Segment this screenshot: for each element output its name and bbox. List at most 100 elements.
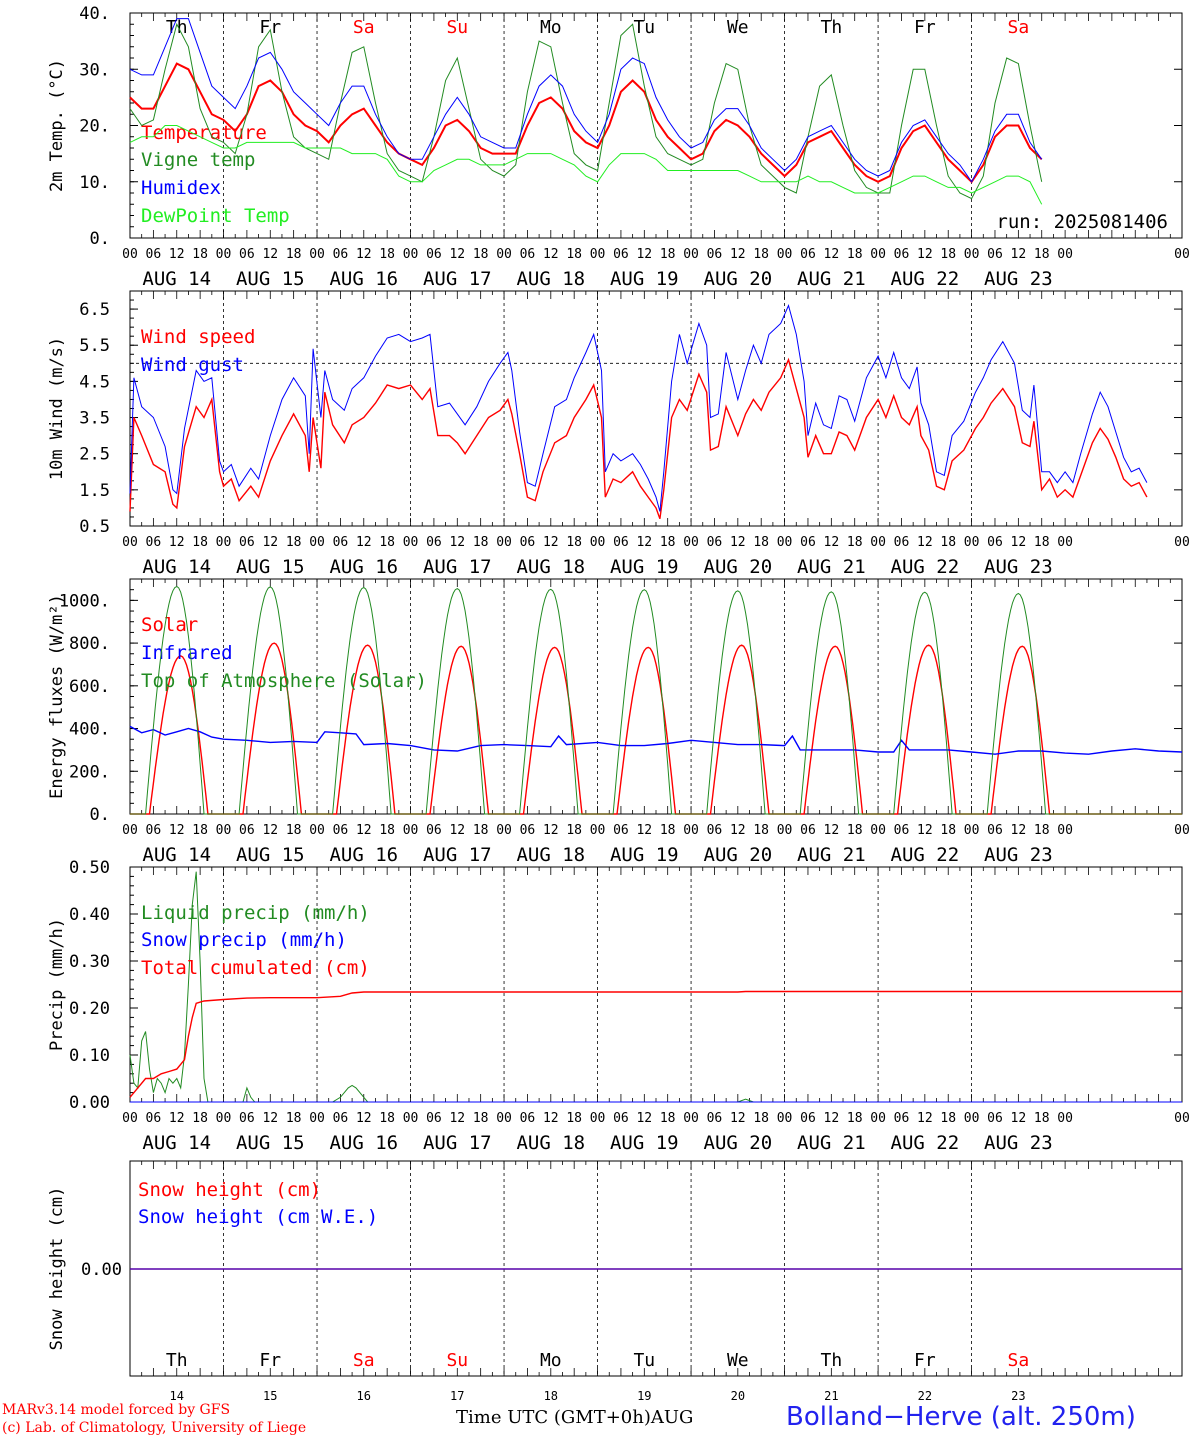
precip-hour-label: 18 bbox=[286, 1111, 302, 1126]
wind-hour-label: 18 bbox=[940, 535, 956, 550]
wind-date-label: AUG 20 bbox=[704, 556, 773, 578]
temp-series-line bbox=[129, 22, 1043, 200]
precip-hour-label: 00 bbox=[403, 1111, 419, 1126]
energy-legend-label: Infrared bbox=[141, 642, 233, 664]
energy-date-label: AUG 18 bbox=[516, 844, 585, 866]
wind-hour-label: 00 bbox=[1057, 535, 1073, 550]
temp-weekday-label: We bbox=[727, 17, 749, 38]
temp-hour-label: 00 bbox=[590, 247, 606, 262]
wind-date-label: AUG 19 bbox=[610, 556, 679, 578]
energy-hour-label: 06 bbox=[894, 823, 910, 838]
energy-hour-label: 06 bbox=[426, 823, 442, 838]
wind-legend-label: Wind speed bbox=[141, 326, 255, 348]
energy-date-label: AUG 16 bbox=[329, 844, 398, 866]
wind-hour-label: 06 bbox=[894, 535, 910, 550]
snow-weekday-label: Th bbox=[820, 1350, 842, 1371]
precip-legend-label: Total cumulated (cm) bbox=[141, 957, 370, 979]
precip-date-label: AUG 21 bbox=[797, 1132, 866, 1154]
temp-y-tick-label: 40. bbox=[79, 4, 110, 24]
temp-hour-label: 00 bbox=[683, 247, 699, 262]
precip-date-label: AUG 18 bbox=[516, 1132, 585, 1154]
precip-legend-label: Liquid precip (mm/h) bbox=[141, 902, 370, 924]
snow-day-number: 15 bbox=[263, 1389, 277, 1400]
temp-hour-label: 00 bbox=[777, 247, 793, 262]
snow-weekday-label: Th bbox=[166, 1350, 188, 1371]
snow-day-number: 16 bbox=[357, 1389, 371, 1400]
wind-hour-label: 06 bbox=[426, 535, 442, 550]
temp-hour-label: 12 bbox=[356, 247, 372, 262]
energy-hour-label: 06 bbox=[613, 823, 629, 838]
snow-day-number: 22 bbox=[918, 1389, 932, 1400]
precip-hour-label: 00 bbox=[964, 1111, 980, 1126]
temp-y-tick-label: 30. bbox=[79, 60, 110, 80]
run-label: run: 2025081406 bbox=[996, 211, 1168, 233]
wind-y-tick-label: 2.5 bbox=[79, 445, 110, 465]
energy-hour-label: 12 bbox=[543, 823, 559, 838]
energy-hour-label: 18 bbox=[286, 823, 302, 838]
energy-date-label: AUG 20 bbox=[704, 844, 773, 866]
precip-date-label: AUG 17 bbox=[423, 1132, 492, 1154]
snow-y-axis-label: Snow height (cm) bbox=[47, 1187, 67, 1351]
snow-weekday-label: We bbox=[727, 1350, 749, 1371]
wind-hour-label: 06 bbox=[707, 535, 723, 550]
snow-weekday-label: Mo bbox=[540, 1350, 562, 1371]
wind-hour-label: 18 bbox=[660, 535, 676, 550]
precip-hour-label: 12 bbox=[636, 1111, 652, 1126]
temp-hour-label: 18 bbox=[940, 247, 956, 262]
precip-hour-label: 06 bbox=[987, 1111, 1003, 1126]
temp-hour-label: 12 bbox=[917, 247, 933, 262]
wind-hour-label: 00 bbox=[683, 535, 699, 550]
temp-hour-label: 06 bbox=[800, 247, 816, 262]
wind-date-label: AUG 16 bbox=[329, 556, 398, 578]
snow-day-number: 19 bbox=[637, 1389, 651, 1400]
precip-date-label: AUG 19 bbox=[610, 1132, 679, 1154]
snow-day-number: 14 bbox=[170, 1389, 184, 1400]
energy-date-label: AUG 15 bbox=[236, 844, 305, 866]
precip-hour-label: 18 bbox=[192, 1111, 208, 1126]
temp-weekday-label: Fr bbox=[914, 17, 936, 38]
energy-hour-label: 00 bbox=[309, 823, 325, 838]
wind-hour-label: 12 bbox=[1011, 535, 1027, 550]
temp-hour-label: 12 bbox=[730, 247, 746, 262]
temp-weekday-label: Th bbox=[820, 17, 842, 38]
temp-hour-label: 18 bbox=[379, 247, 395, 262]
wind-hour-label: 12 bbox=[356, 535, 372, 550]
energy-hour-label: 18 bbox=[566, 823, 582, 838]
wind-hour-label: 18 bbox=[566, 535, 582, 550]
precip-hour-label: 06 bbox=[333, 1111, 349, 1126]
precip-hour-label: 18 bbox=[660, 1111, 676, 1126]
energy-hour-label: 06 bbox=[333, 823, 349, 838]
precip-hour-label: 12 bbox=[169, 1111, 185, 1126]
energy-hour-label: 06 bbox=[520, 823, 536, 838]
temp-date-label: AUG 21 bbox=[797, 268, 866, 290]
energy-hour-label: 18 bbox=[473, 823, 489, 838]
wind-hour-label: 12 bbox=[449, 535, 465, 550]
temp-hour-label: 06 bbox=[520, 247, 536, 262]
precip-y-tick-label: 0.50 bbox=[69, 858, 110, 878]
energy-hour-label: 00 bbox=[1174, 823, 1190, 838]
wind-hour-label: 00 bbox=[309, 535, 325, 550]
wind-date-label: AUG 15 bbox=[236, 556, 305, 578]
precip-hour-label: 00 bbox=[683, 1111, 699, 1126]
temp-date-label: AUG 14 bbox=[142, 268, 211, 290]
precip-hour-label: 00 bbox=[870, 1111, 886, 1126]
precip-hour-label: 06 bbox=[613, 1111, 629, 1126]
temp-hour-label: 12 bbox=[169, 247, 185, 262]
wind-hour-label: 06 bbox=[800, 535, 816, 550]
energy-y-tick-label: 600. bbox=[69, 677, 110, 697]
temp-hour-label: 06 bbox=[707, 247, 723, 262]
precip-hour-label: 06 bbox=[146, 1111, 162, 1126]
precip-hour-label: 00 bbox=[1057, 1111, 1073, 1126]
temp-hour-label: 00 bbox=[309, 247, 325, 262]
temp-hour-label: 00 bbox=[403, 247, 419, 262]
temp-hour-label: 06 bbox=[333, 247, 349, 262]
wind-y-tick-label: 1.5 bbox=[79, 481, 110, 501]
precip-hour-label: 18 bbox=[940, 1111, 956, 1126]
snow-weekday-label: Fr bbox=[914, 1350, 936, 1371]
precip-hour-label: 00 bbox=[216, 1111, 232, 1126]
energy-hour-label: 00 bbox=[964, 823, 980, 838]
energy-hour-label: 12 bbox=[917, 823, 933, 838]
wind-legend-label: Wind gust bbox=[141, 354, 244, 376]
temp-hour-label: 18 bbox=[473, 247, 489, 262]
temp-panel: 2m Temp. (°C) 0. 10. 20. 30. 40. Th Fr Sa Su Mo Tu W… bbox=[47, 4, 1190, 290]
